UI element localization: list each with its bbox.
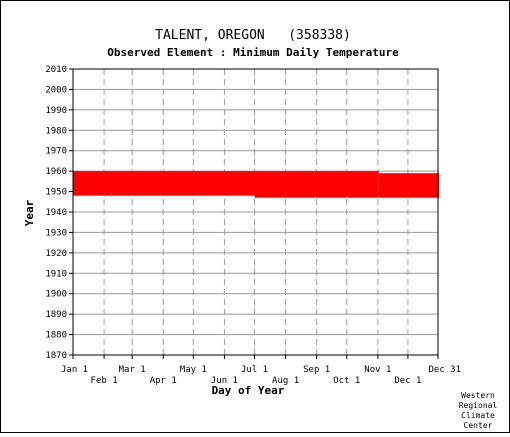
grid-lines — [73, 68, 438, 356]
x-tick-label: Mar 1 — [119, 365, 146, 375]
x-tick-label: Nov 1 — [364, 365, 391, 375]
x-axis-ticks: Jan 1 Mar 1 May 1 Jul 1 Sep 1 Nov 1 Dec 31 Feb … — [61, 355, 461, 386]
x-tick-label: Jan 1 — [61, 365, 88, 375]
y-tick-label: 1910 — [45, 269, 67, 279]
x-tick-label: Feb 1 — [91, 376, 118, 386]
y-axis-ticks: 2010 2000 1990 1980 1970 1960 1950 1940 1930 1920… — [45, 65, 73, 361]
data-bar-segment — [73, 171, 255, 196]
y-tick-label: 1870 — [45, 351, 67, 361]
y-tick-label: 1960 — [45, 167, 67, 177]
x-tick-label: May 1 — [180, 365, 207, 375]
y-tick-label: 1920 — [45, 249, 67, 259]
y-tick-label: 1930 — [45, 228, 67, 238]
chart-title: TALENT, OREGON (358338) — [155, 28, 351, 43]
y-tick-label: 1880 — [45, 331, 67, 341]
data-bar-segment — [378, 173, 439, 198]
x-tick-label: Apr 1 — [150, 376, 177, 386]
x-tick-label: Dec 1 — [394, 376, 421, 386]
x-tick-label: Aug 1 — [272, 376, 299, 386]
chart-subtitle: Observed Element : Minimum Daily Tempera… — [107, 46, 399, 59]
y-tick-label: 1950 — [45, 188, 67, 198]
y-tick-label: 1990 — [45, 106, 67, 116]
credit-line: Climate — [461, 411, 495, 420]
y-tick-label: 1890 — [45, 310, 67, 320]
credit-line: Western — [461, 391, 495, 400]
y-tick-label: 2000 — [45, 85, 67, 95]
x-tick-label: Dec 31 — [428, 365, 461, 375]
data-bar-segment — [254, 171, 379, 198]
x-tick-label: Jun 1 — [211, 376, 238, 386]
credit-line: Center — [464, 421, 493, 430]
y-tick-label: 1940 — [45, 208, 67, 218]
y-axis-label: Year — [23, 199, 36, 226]
y-tick-label: 1980 — [45, 126, 67, 136]
data-bars — [73, 171, 439, 198]
y-tick-label: 1970 — [45, 147, 67, 157]
x-tick-label: Sep 1 — [303, 365, 330, 375]
x-tick-label: Oct 1 — [333, 376, 360, 386]
credit-line: Regional — [459, 401, 498, 410]
x-tick-label: Jul 1 — [241, 365, 268, 375]
y-tick-label: 2010 — [45, 65, 67, 75]
x-axis-label: Day of Year — [212, 384, 285, 397]
y-tick-label: 1900 — [45, 290, 67, 300]
